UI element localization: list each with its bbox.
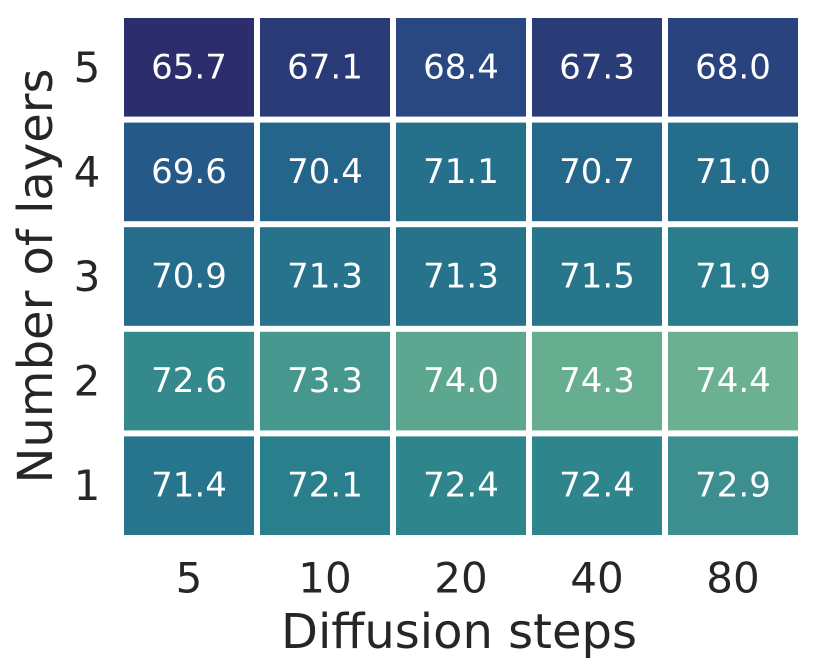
heatmap-cell-value: 70.7 [559,152,635,192]
heatmap-cell-value: 67.3 [559,47,635,87]
y-tick-label: 2 [74,357,101,406]
heatmap-cell [668,227,798,326]
heatmap-cell [124,436,254,535]
y-tick-label: 1 [74,461,101,510]
x-tick-label: 10 [298,554,351,603]
heatmap-cell [124,331,254,431]
heatmap-cell [396,331,526,431]
heatmap-cell-value: 72.4 [559,466,635,506]
heatmap-cell [532,122,662,222]
heatmap-cell [532,18,662,117]
heatmap-cell-value: 73.3 [287,361,363,401]
heatmap-cell [260,122,390,222]
heatmap-cell-value: 71.9 [695,257,771,297]
heatmap-cell-value: 72.6 [151,361,227,401]
heatmap-cell [396,122,526,222]
heatmap-cells [124,18,798,535]
heatmap-cell [668,436,798,535]
heatmap-cell-value: 72.9 [695,466,771,506]
heatmap-cell-value: 71.3 [423,257,499,297]
heatmap-cell-value: 69.6 [151,152,227,192]
heatmap-cell-value: 71.3 [287,257,363,297]
heatmap-cell-value: 72.4 [423,466,499,506]
heatmap-cell [260,436,390,535]
heatmap-cell [396,227,526,326]
heatmap-cell-value: 71.0 [695,152,771,192]
heatmap-cell-value: 74.4 [695,361,771,401]
x-tick-label: 40 [570,554,623,603]
heatmap-cell-value: 71.5 [559,257,635,297]
y-tick-label: 3 [74,252,101,301]
heatmap-cell [260,18,390,117]
x-tick-label: 5 [176,554,203,603]
x-axis-tick-labels: 5 10 20 40 80 [176,554,760,603]
y-axis-tick-labels: 5 4 3 2 1 [74,43,101,510]
heatmap-cell [668,331,798,431]
x-tick-label: 80 [706,554,759,603]
heatmap-cell-value: 65.7 [151,47,227,87]
heatmap-cell-value: 71.4 [151,466,227,506]
heatmap-cell-value: 67.1 [287,47,363,87]
x-tick-label: 20 [434,554,487,603]
heatmap-cell [532,227,662,326]
heatmap-cell-value: 72.1 [287,466,363,506]
x-axis-title: Diffusion steps [281,604,637,660]
heatmap-cell-value: 70.9 [151,257,227,297]
heatmap-cell [396,436,526,535]
y-tick-label: 4 [74,147,101,196]
heatmap-cell-value: 68.4 [423,47,499,87]
heatmap-cell [260,227,390,326]
y-tick-label: 5 [74,43,101,92]
heatmap-cell-value: 74.0 [423,361,499,401]
heatmap-cell-value: 71.1 [423,152,499,192]
heatmap-cell [124,122,254,222]
heatmap-cell-value: 68.0 [695,47,771,87]
heatmap-cell [532,436,662,535]
heatmap-value-labels: 65.7 67.1 68.4 67.3 68.0 69.6 70.4 71.1 70.7 71.0… [151,47,771,505]
heatmap-cell [396,18,526,117]
y-axis-title: Number of layers [8,68,64,483]
heatmap-cell [668,122,798,222]
heatmap-cell [124,18,254,117]
heatmap-cell [124,227,254,326]
heatmap-cell [668,18,798,117]
heatmap-cell-value: 74.3 [559,361,635,401]
heatmap-cell [260,331,390,431]
heatmap-cell-value: 70.4 [287,152,363,192]
heatmap-cell [532,331,662,431]
